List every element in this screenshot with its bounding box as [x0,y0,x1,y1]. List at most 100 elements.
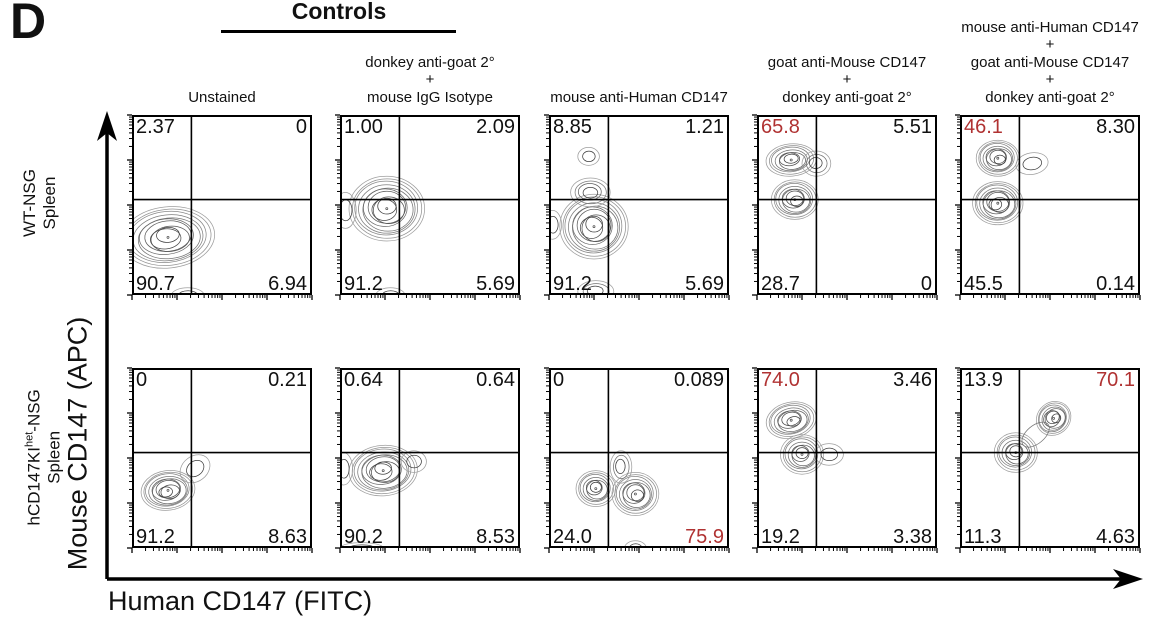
plot-frame [132,368,312,548]
column-header-line: + [1045,36,1055,53]
column-header-line: mouse anti-Human CD147 [961,18,1139,36]
contour-blobs [575,450,660,547]
column-header-line: Unstained [188,88,256,106]
quadrant-value-ll: 11.3 [964,526,1002,548]
quadrant-value-ur: 0.21 [268,369,307,391]
quadrant-value-lr: 8.53 [476,526,515,548]
flow-plot-r1-c4: 65.8 5.51 28.7 0 [752,114,938,300]
quadrant-value-ur: 70.1 [1096,369,1135,391]
quadrant-value-ll: 24.0 [553,526,592,548]
quadrant-value-ur: 2.09 [476,116,515,138]
contour-plot-svg [127,367,313,553]
quadrant-value-ll: 91.2 [136,526,175,548]
column-header-line: mouse IgG Isotype [367,88,493,106]
contour-blobs [341,175,425,294]
flow-plot-r2-c5: 13.9 70.1 11.3 4.63 [955,367,1141,553]
quadrant-value-ll: 45.5 [964,273,1003,295]
flow-plot-r1-c5: 46.1 8.30 45.5 0.14 [955,114,1141,300]
quadrant-value-ul: 0 [136,369,148,391]
quadrant-value-ur: 3.46 [893,369,932,391]
row2-title-sup: het [23,431,36,448]
column-header-2: donkey anti-goat 2° + mouse IgG Isotype [310,0,550,111]
quadrant-value-lr: 0 [920,273,932,295]
row1-title: WT-NSG [20,169,39,237]
quadrant-value-ul: 8.85 [553,116,592,138]
quadrant-value-lr: 0.14 [1096,273,1135,295]
quadrant-value-ul: 1.00 [344,116,383,138]
contour-plot-svg [544,114,730,300]
contour-plot-svg [955,114,1141,300]
column-header-line: goat anti-Mouse CD147 [970,53,1130,71]
row2-title-post: -NSG [24,389,44,432]
column-header-line: + [1045,71,1055,88]
plot-frame [757,368,937,548]
quadrant-value-lr: 4.63 [1096,526,1135,548]
row1-subtitle: Spleen [40,176,59,230]
y-axis-arrowhead-icon [97,111,117,141]
contour-plot-svg [544,367,730,553]
flow-plot-r2-c4: 74.0 3.46 19.2 3.38 [752,367,938,553]
plot-frame [549,115,729,295]
column-header-4: goat anti-Mouse CD147 + donkey anti-goat 2… [727,0,967,111]
column-header-line: + [425,71,435,88]
quadrant-value-lr: 5.69 [685,273,724,295]
plot-frame [132,115,312,295]
quadrant-value-lr: 8.63 [268,526,307,548]
column-header-line: goat anti-Mouse CD147 [767,53,927,71]
contour-blobs [993,401,1072,473]
plot-frame [757,115,937,295]
quadrant-value-lr: 5.69 [476,273,515,295]
row-label-wt-nsg: WT-NSG Spleen [20,108,60,298]
row2-subtitle: Spleen [44,430,64,484]
column-header-line: donkey anti-goat 2° [365,53,495,71]
contour-plot-svg [127,114,313,300]
contour-plot-svg [955,367,1141,553]
row-label-hcd147ki-nsg: hCD147KIhet-NSG Spleen [20,362,65,552]
y-axis-label: Mouse CD147 (APC) [62,316,93,571]
quadrant-value-ur: 1.21 [685,116,724,138]
quadrant-value-ur: 0.64 [476,369,515,391]
contour-plot-svg [752,114,938,300]
quadrant-value-ul: 46.1 [964,116,1003,138]
x-axis-arrowhead-icon [1113,569,1143,589]
column-header-5: mouse anti-Human CD147 + goat anti-Mouse C… [930,0,1158,111]
quadrant-value-ll: 28.7 [761,273,800,295]
flow-plot-r1-c2: 1.00 2.09 91.2 5.69 [335,114,521,300]
quadrant-value-ll: 91.2 [344,273,383,295]
contour-plot-svg [335,114,521,300]
quadrant-value-ul: 65.8 [761,116,800,138]
plot-frame [549,368,729,548]
plot-frame [960,115,1140,295]
contour-blobs [765,401,844,475]
column-header-3: mouse anti-Human CD147 [519,0,759,111]
flow-plot-r1-c3: 8.85 1.21 91.2 5.69 [544,114,730,300]
quadrant-value-ur: 0.089 [673,369,724,391]
panel-letter: D [10,0,48,49]
contour-blobs [765,143,832,220]
quadrant-value-ul: 0.64 [344,369,383,391]
contour-blobs [972,139,1049,226]
column-header-line: donkey anti-goat 2° [782,88,912,106]
quadrant-value-lr: 75.9 [685,526,724,548]
quadrant-value-ur: 8.30 [1096,116,1135,138]
quadrant-value-lr: 6.94 [268,273,307,295]
flow-plot-r2-c3: 0 0.089 24.0 75.9 [544,367,730,553]
plot-frame [960,368,1140,548]
plot-frame [340,115,520,295]
contour-blobs [341,444,427,547]
quadrant-value-ur: 5.51 [893,116,932,138]
quadrant-value-ul: 74.0 [761,369,800,391]
quadrant-value-ul: 13.9 [964,369,1003,391]
flow-plot-r1-c1: 2.37 0 90.7 6.94 [127,114,313,300]
flow-plot-r2-c2: 0.64 0.64 90.2 8.53 [335,367,521,553]
contour-plot-svg [335,367,521,553]
contour-blobs [133,206,216,294]
quadrant-value-ul: 0 [553,369,565,391]
contour-blobs [140,454,211,511]
contour-plot-svg [752,367,938,553]
quadrant-value-ll: 90.2 [344,526,383,548]
column-header-line: donkey anti-goat 2° [985,88,1115,106]
controls-underline [221,30,456,33]
controls-heading: Controls [291,0,387,24]
